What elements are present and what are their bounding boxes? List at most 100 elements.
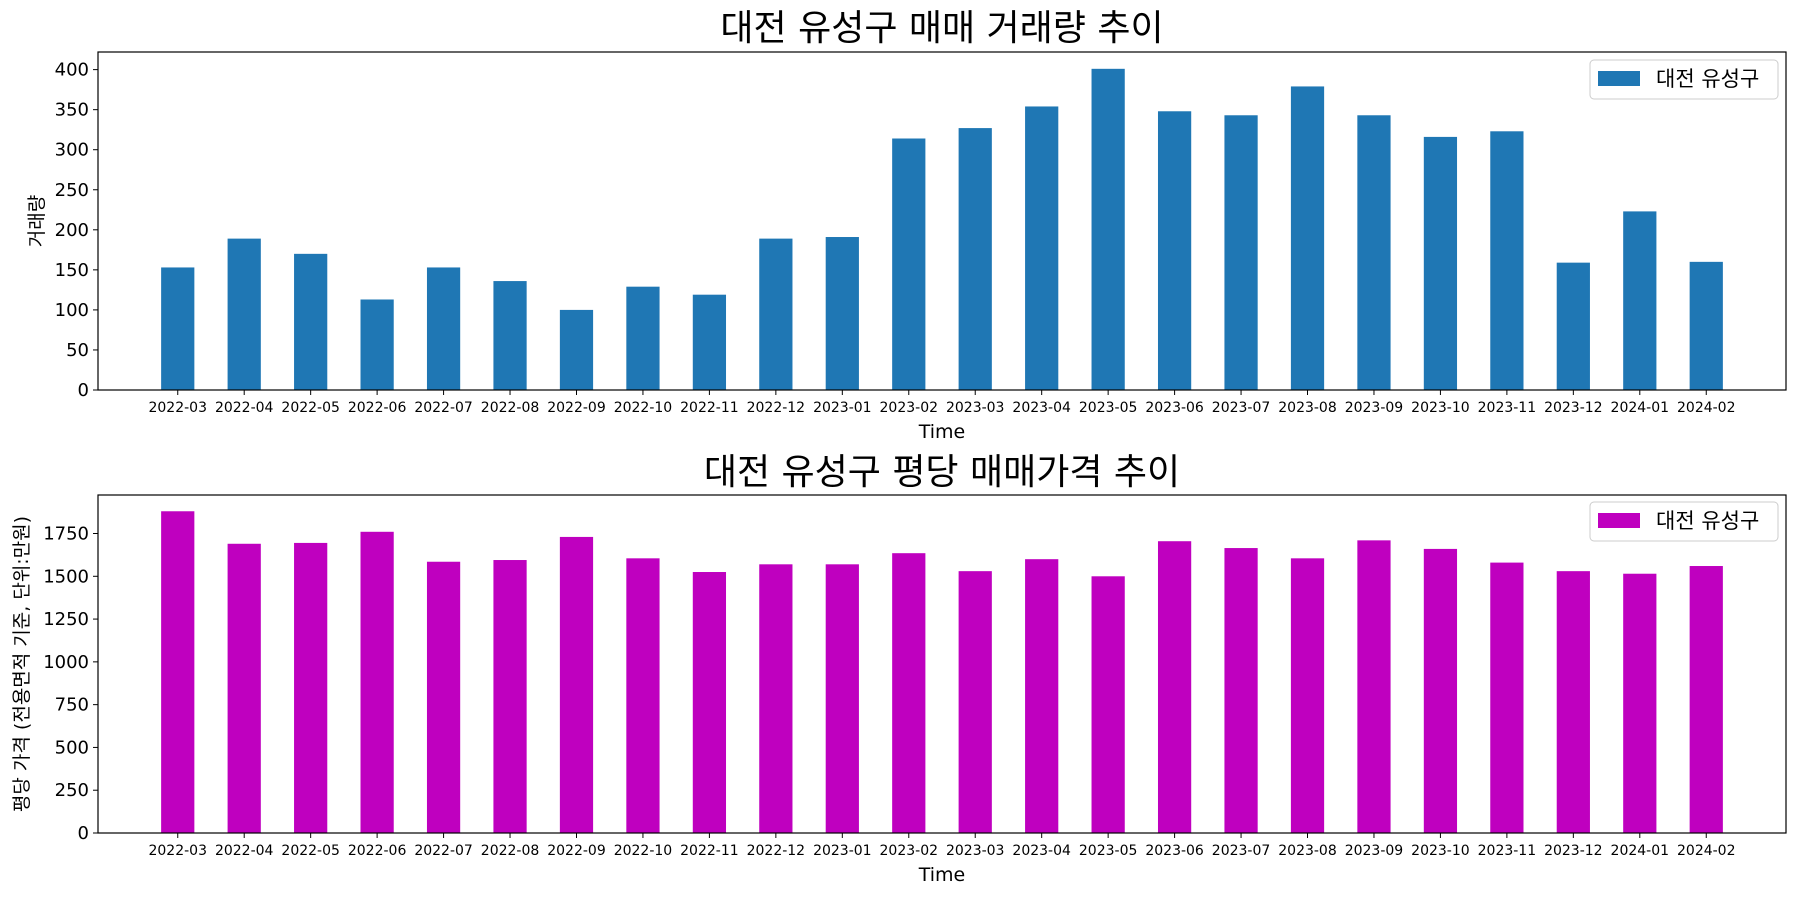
volume-x-tick-label: 2023-08 — [1278, 400, 1337, 416]
volume-x-axis: 2022-03 2022-04 2022-05 2022-06 2022-07 2022-… — [148, 390, 1736, 416]
price-chart-title: 대전 유성구 평당 매매가격 추이 — [704, 452, 1180, 493]
price-x-tick-label: 2023-11 — [1478, 843, 1537, 859]
volume-legend-swatch — [1598, 71, 1640, 86]
price-legend-label: 대전 유성구 — [1656, 509, 1759, 533]
volume-x-tick-label: 2023-12 — [1544, 400, 1603, 416]
volume-y-tick-label: 250 — [55, 180, 89, 201]
volume-x-tick-label: 2023-02 — [880, 400, 939, 416]
volume-plot-frame — [97, 51, 1787, 391]
volume-bar — [759, 238, 793, 390]
volume-legend-label: 대전 유성구 — [1656, 67, 1759, 91]
volume-bar — [1689, 261, 1723, 390]
price-x-tick-label: 2023-10 — [1411, 843, 1470, 859]
price-y-tick-label: 500 — [55, 737, 89, 758]
price-x-axis-label: Time — [918, 864, 966, 886]
price-bar — [426, 561, 461, 833]
price-x-tick-label: 2022-12 — [747, 843, 806, 859]
price-bar — [1025, 559, 1059, 833]
volume-bar — [1091, 68, 1125, 390]
volume-x-tick-label: 2022-10 — [614, 400, 673, 416]
price-x-tick-label: 2022-10 — [614, 843, 673, 859]
price-x-axis: 2022-03 2022-04 2022-05 2022-06 2022-07 2022-… — [148, 833, 1736, 859]
price-bar — [161, 511, 195, 833]
price-x-tick-label: 2022-04 — [215, 843, 274, 859]
volume-bar — [1623, 211, 1657, 390]
volume-y-tick-label: 100 — [55, 300, 89, 321]
volume-x-tick-label: 2022-09 — [547, 400, 606, 416]
price-bar — [227, 543, 261, 833]
price-x-tick-label: 2023-04 — [1012, 843, 1071, 859]
volume-bar — [692, 294, 727, 390]
volume-bar — [493, 281, 527, 390]
price-x-tick-label: 2023-05 — [1079, 843, 1138, 859]
volume-x-tick-label: 2024-02 — [1677, 400, 1736, 416]
price-y-tick-label: 0 — [78, 823, 89, 844]
price-bar — [493, 560, 527, 833]
price-bar — [1556, 571, 1590, 833]
price-plot-frame — [97, 494, 1787, 834]
price-chart: 대전 유성구 평당 매매가격 추이 0 250 500 750 1000 1250 1500… — [11, 452, 1787, 886]
volume-bar — [1224, 115, 1258, 391]
volume-bar — [1025, 106, 1059, 391]
price-bar — [1290, 558, 1325, 833]
price-bar — [360, 531, 394, 833]
price-x-tick-label: 2023-03 — [946, 843, 1005, 859]
volume-y-tick-label: 200 — [55, 220, 89, 241]
volume-bar — [227, 238, 261, 390]
price-x-tick-label: 2023-06 — [1145, 843, 1204, 859]
price-x-tick-label: 2023-09 — [1345, 843, 1404, 859]
volume-bar — [892, 138, 926, 390]
volume-bars — [161, 68, 1723, 391]
volume-legend: 대전 유성구 — [1589, 59, 1779, 100]
volume-bar — [161, 267, 195, 390]
volume-bar — [426, 267, 461, 390]
price-x-tick-label: 2023-01 — [813, 843, 872, 859]
volume-x-tick-label: 2024-01 — [1611, 400, 1670, 416]
volume-bar — [360, 299, 394, 390]
volume-x-tick-label: 2022-04 — [215, 400, 274, 416]
price-bar — [294, 542, 328, 833]
price-x-tick-label: 2022-03 — [148, 843, 207, 859]
volume-bar — [1357, 115, 1391, 391]
price-legend-swatch — [1598, 513, 1640, 528]
price-y-tick-label: 1750 — [43, 524, 89, 545]
price-bar — [759, 564, 793, 833]
volume-y-axis: 0 50 100 150 200 250 300 350 400 — [55, 60, 98, 401]
price-bar — [1157, 541, 1192, 833]
volume-x-tick-label: 2022-08 — [481, 400, 540, 416]
volume-y-tick-label: 300 — [55, 140, 89, 161]
price-x-tick-label: 2023-08 — [1278, 843, 1337, 859]
volume-bar — [559, 309, 594, 390]
volume-x-tick-label: 2023-09 — [1345, 400, 1404, 416]
volume-bar — [626, 286, 660, 390]
price-bar — [1689, 566, 1723, 833]
volume-legend-frame — [1589, 59, 1779, 100]
volume-bar — [1157, 111, 1192, 391]
price-bar — [1490, 562, 1524, 833]
price-x-tick-label: 2024-01 — [1611, 843, 1670, 859]
price-bar — [1357, 540, 1391, 833]
price-bar — [626, 558, 660, 833]
price-x-tick-label: 2023-07 — [1212, 843, 1271, 859]
volume-x-tick-label: 2023-06 — [1145, 400, 1204, 416]
price-bar — [825, 564, 859, 833]
price-y-axis-label: 평당 가격 (전용면적 기준, 단위:만원) — [11, 516, 33, 812]
volume-chart-title: 대전 유성구 매매 거래량 추이 — [720, 8, 1163, 49]
volume-x-tick-label: 2023-05 — [1079, 400, 1138, 416]
volume-x-tick-label: 2023-03 — [946, 400, 1005, 416]
volume-y-tick-label: 50 — [66, 340, 89, 361]
price-bar — [1224, 548, 1258, 833]
volume-x-tick-label: 2022-05 — [281, 400, 340, 416]
volume-bar — [294, 253, 328, 390]
volume-bar — [1556, 262, 1590, 390]
volume-y-tick-label: 350 — [55, 100, 89, 121]
volume-chart: 대전 유성구 매매 거래량 추이 0 50 100 150 200 250 300 350 40… — [26, 8, 1787, 443]
price-y-tick-label: 1250 — [43, 609, 89, 630]
volume-x-tick-label: 2022-07 — [414, 400, 473, 416]
volume-x-tick-label: 2022-11 — [680, 400, 739, 416]
price-x-tick-label: 2022-06 — [348, 843, 407, 859]
volume-x-tick-label: 2023-11 — [1478, 400, 1537, 416]
volume-y-tick-label: 150 — [55, 260, 89, 281]
volume-bar — [1423, 136, 1458, 390]
price-y-tick-label: 750 — [55, 695, 89, 716]
